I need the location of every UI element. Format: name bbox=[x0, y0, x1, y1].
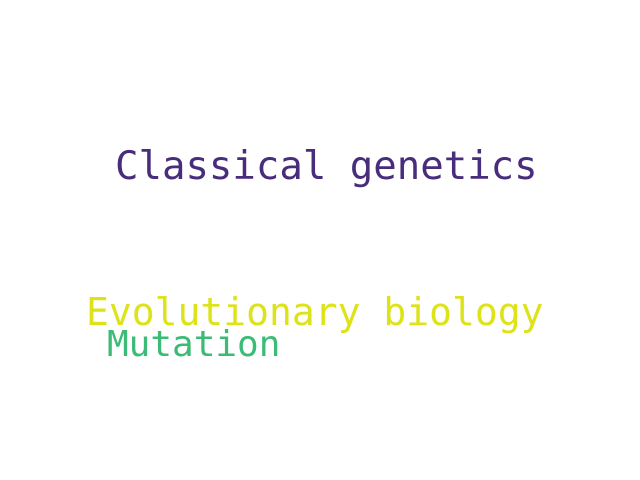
word-evolutionary-biology: Evolutionary biology bbox=[86, 290, 544, 334]
word-classical-genetics: Classical genetics bbox=[115, 144, 538, 189]
word-mutation: Mutation bbox=[107, 324, 281, 365]
